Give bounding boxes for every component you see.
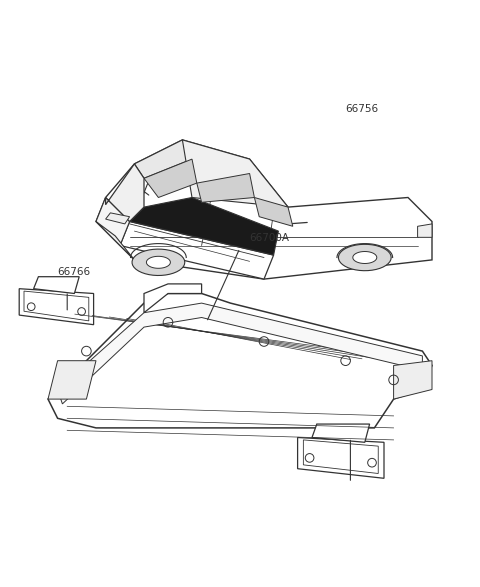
Text: 66756: 66756 xyxy=(346,104,379,114)
Polygon shape xyxy=(106,213,130,224)
Text: 66766: 66766 xyxy=(58,266,91,276)
Polygon shape xyxy=(144,284,202,313)
Polygon shape xyxy=(353,251,377,264)
Polygon shape xyxy=(130,197,278,255)
Polygon shape xyxy=(96,221,134,260)
Polygon shape xyxy=(197,174,254,203)
Polygon shape xyxy=(182,140,288,207)
Polygon shape xyxy=(96,197,130,245)
Polygon shape xyxy=(144,159,197,197)
Polygon shape xyxy=(394,360,432,399)
Polygon shape xyxy=(132,249,185,275)
Polygon shape xyxy=(120,221,274,279)
Polygon shape xyxy=(19,289,94,325)
Polygon shape xyxy=(48,360,96,399)
Polygon shape xyxy=(106,164,144,221)
Polygon shape xyxy=(254,197,293,227)
Polygon shape xyxy=(34,276,79,294)
Polygon shape xyxy=(134,140,192,178)
Polygon shape xyxy=(146,257,170,268)
Polygon shape xyxy=(418,224,432,237)
Polygon shape xyxy=(338,244,391,271)
Polygon shape xyxy=(48,294,432,428)
Polygon shape xyxy=(298,437,384,478)
Polygon shape xyxy=(96,140,432,279)
Text: 66700A: 66700A xyxy=(250,233,289,243)
Polygon shape xyxy=(58,303,422,404)
Polygon shape xyxy=(312,424,370,442)
